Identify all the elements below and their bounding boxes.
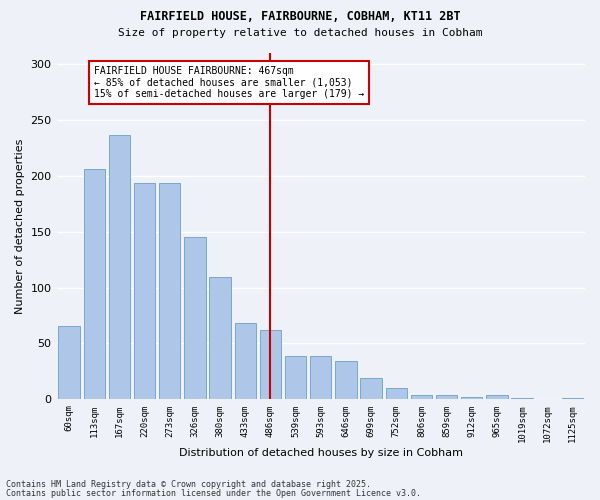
Text: FAIRFIELD HOUSE FAIRBOURNE: 467sqm
← 85% of detached houses are smaller (1,053)
: FAIRFIELD HOUSE FAIRBOURNE: 467sqm ← 85%… bbox=[94, 66, 365, 99]
Text: Contains HM Land Registry data © Crown copyright and database right 2025.: Contains HM Land Registry data © Crown c… bbox=[6, 480, 371, 489]
Text: FAIRFIELD HOUSE, FAIRBOURNE, COBHAM, KT11 2BT: FAIRFIELD HOUSE, FAIRBOURNE, COBHAM, KT1… bbox=[140, 10, 460, 23]
Bar bbox=[58, 326, 80, 400]
Bar bbox=[562, 398, 583, 400]
Bar bbox=[335, 362, 356, 400]
Bar bbox=[260, 330, 281, 400]
Text: Contains public sector information licensed under the Open Government Licence v3: Contains public sector information licen… bbox=[6, 488, 421, 498]
Bar bbox=[511, 398, 533, 400]
Bar bbox=[436, 395, 457, 400]
Bar bbox=[486, 395, 508, 400]
Bar bbox=[361, 378, 382, 400]
Bar bbox=[285, 356, 307, 400]
Bar bbox=[159, 184, 181, 400]
Bar bbox=[411, 395, 432, 400]
Text: Size of property relative to detached houses in Cobham: Size of property relative to detached ho… bbox=[118, 28, 482, 38]
Bar bbox=[235, 324, 256, 400]
X-axis label: Distribution of detached houses by size in Cobham: Distribution of detached houses by size … bbox=[179, 448, 463, 458]
Bar bbox=[83, 169, 105, 400]
Bar bbox=[184, 237, 206, 400]
Y-axis label: Number of detached properties: Number of detached properties bbox=[15, 138, 25, 314]
Bar bbox=[134, 184, 155, 400]
Bar bbox=[310, 356, 331, 400]
Bar bbox=[386, 388, 407, 400]
Bar bbox=[461, 397, 482, 400]
Bar bbox=[209, 278, 231, 400]
Bar bbox=[109, 136, 130, 400]
